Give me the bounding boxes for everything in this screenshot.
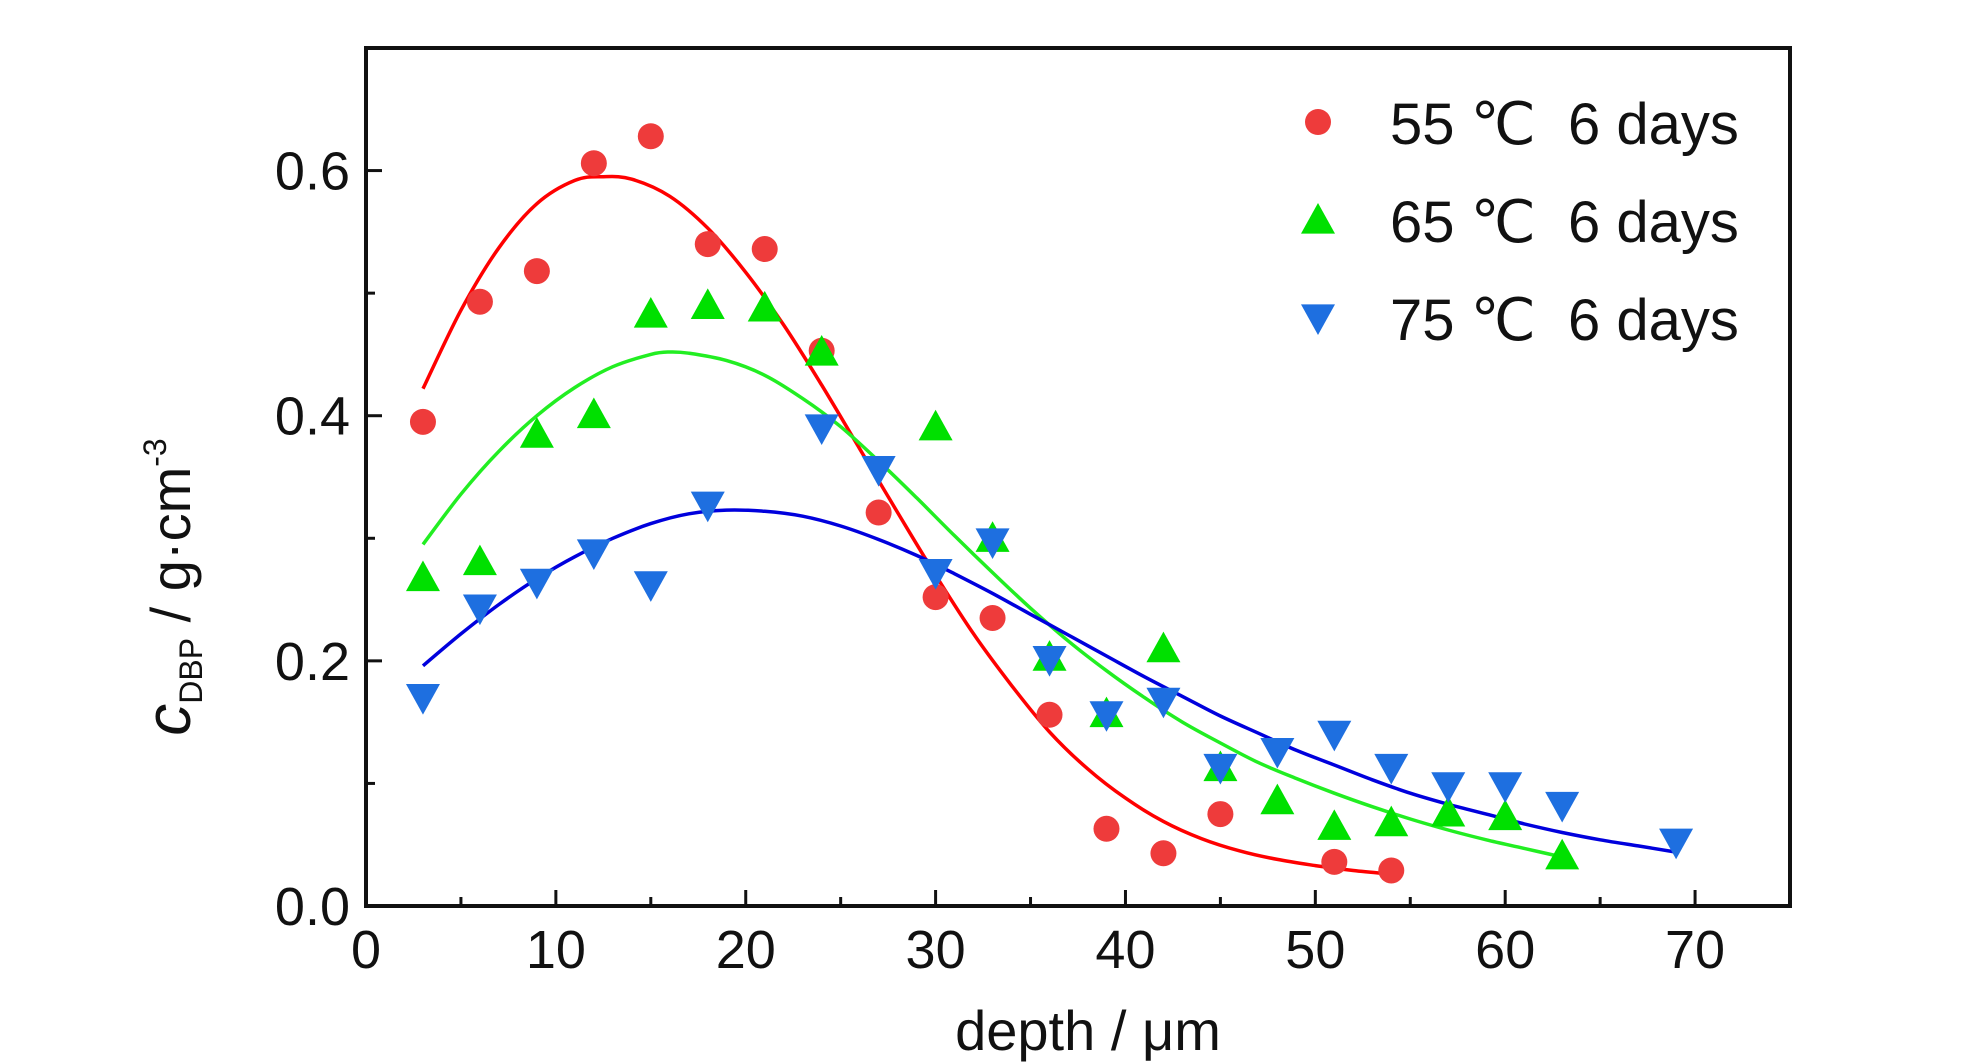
data-point-series-3: [1146, 687, 1181, 719]
data-point-series-1: [979, 604, 1006, 631]
data-point-series-1: [865, 499, 892, 526]
data-point-series-3: [576, 539, 611, 570]
data-point-series-2: [633, 296, 668, 328]
data-point-series-2: [1146, 631, 1181, 663]
data-point-series-3: [690, 491, 725, 523]
fit-curves: [421, 174, 1677, 876]
data-point-series-1: [580, 150, 607, 177]
y-tick-label: 0.2: [275, 632, 350, 692]
data-point-series-2: [1545, 838, 1580, 870]
data-point-series-1: [637, 123, 664, 150]
data-point-series-1: [922, 584, 949, 611]
data-point-series-3: [405, 684, 440, 715]
data-point-series-2: [1431, 795, 1466, 827]
data-point-series-1: [1321, 848, 1348, 875]
legend-label-series-1: 55 ℃ 6 days: [1390, 92, 1739, 157]
data-point-series-1: [1093, 815, 1120, 842]
data-point-series-2: [1374, 805, 1409, 837]
data-point-series-2: [690, 288, 725, 319]
data-point-series-3: [519, 568, 554, 600]
x-axis-title: depth / μm: [955, 999, 1221, 1062]
y-tick-label: 0.4: [275, 387, 350, 447]
data-point-series-2: [1317, 809, 1352, 840]
ticks: 0 10 20 30 40 50 60 70 0.0 0.2 0.4 0.6: [275, 142, 1725, 980]
data-point-series-3: [1260, 737, 1295, 769]
data-point-series-2: [576, 397, 611, 429]
y-axis-title-main: c: [132, 704, 204, 736]
legend-marker-series-1: [1305, 109, 1331, 135]
data-point-series-2: [519, 417, 554, 448]
x-tick-label: 20: [716, 920, 776, 980]
data-point-series-1: [751, 236, 778, 263]
data-point-series-3: [861, 456, 896, 487]
data-point-series-2: [405, 560, 440, 592]
legend: 55 ℃ 6 days 65 ℃ 6 days 75 ℃ 6 days: [1301, 92, 1739, 353]
y-tick-label: 0.0: [275, 877, 350, 937]
data-point-series-1: [523, 258, 550, 285]
data-point-series-2: [804, 334, 839, 366]
y-axis-title: cDBP / g·cm-3: [132, 438, 209, 735]
data-point-series-3: [1659, 828, 1694, 860]
legend-marker-series-2: [1301, 203, 1335, 234]
data-point-series-3: [975, 528, 1010, 559]
y-axis-title-sup: -3: [137, 438, 173, 466]
y-tick-label: 0.6: [275, 142, 350, 202]
data-point-series-2: [747, 290, 782, 322]
axes: [364, 46, 1792, 908]
data-point-series-1: [1036, 701, 1063, 728]
x-tick-label: 40: [1095, 920, 1155, 980]
data-point-series-1: [1378, 857, 1405, 884]
data-point-series-3: [633, 571, 668, 602]
data-point-series-3: [1488, 772, 1523, 803]
data-point-series-3: [462, 594, 497, 626]
data-points: [405, 123, 1694, 884]
y-axis-title-unit: / g·cm: [139, 467, 202, 638]
data-point-series-1: [409, 408, 436, 435]
x-tick-label: 30: [906, 920, 966, 980]
data-point-series-3: [918, 559, 953, 590]
data-point-series-1: [1207, 801, 1234, 828]
data-point-series-2: [1488, 799, 1523, 831]
fit-curve-series-2: [421, 350, 1563, 859]
data-point-series-2: [918, 409, 953, 441]
data-point-series-3: [1032, 646, 1067, 677]
data-point-series-2: [462, 544, 497, 576]
data-point-series-3: [1431, 772, 1466, 803]
data-point-series-1: [1150, 840, 1177, 867]
data-point-series-3: [804, 414, 839, 445]
legend-marker-series-3: [1301, 304, 1335, 335]
data-point-series-3: [1317, 720, 1352, 752]
y-axis-title-sub: DBP: [173, 638, 209, 704]
x-tick-label: 70: [1665, 920, 1725, 980]
x-tick-label: 0: [351, 920, 381, 980]
data-point-series-3: [1374, 753, 1409, 785]
x-tick-label: 50: [1285, 920, 1345, 980]
data-point-series-3: [1089, 701, 1124, 732]
fit-curve-series-1: [421, 174, 1392, 876]
plot-frame: [364, 46, 1792, 908]
fit-curve-series-3: [421, 508, 1677, 854]
legend-label-series-2: 65 ℃ 6 days: [1390, 190, 1739, 255]
x-tick-label: 10: [526, 920, 586, 980]
legend-label-series-3: 75 ℃ 6 days: [1390, 288, 1739, 353]
x-tick-label: 60: [1475, 920, 1535, 980]
data-point-series-2: [1260, 783, 1295, 815]
data-point-series-3: [1203, 753, 1238, 785]
data-point-series-1: [466, 288, 493, 315]
data-point-series-1: [694, 231, 721, 258]
data-point-series-3: [1545, 791, 1580, 823]
